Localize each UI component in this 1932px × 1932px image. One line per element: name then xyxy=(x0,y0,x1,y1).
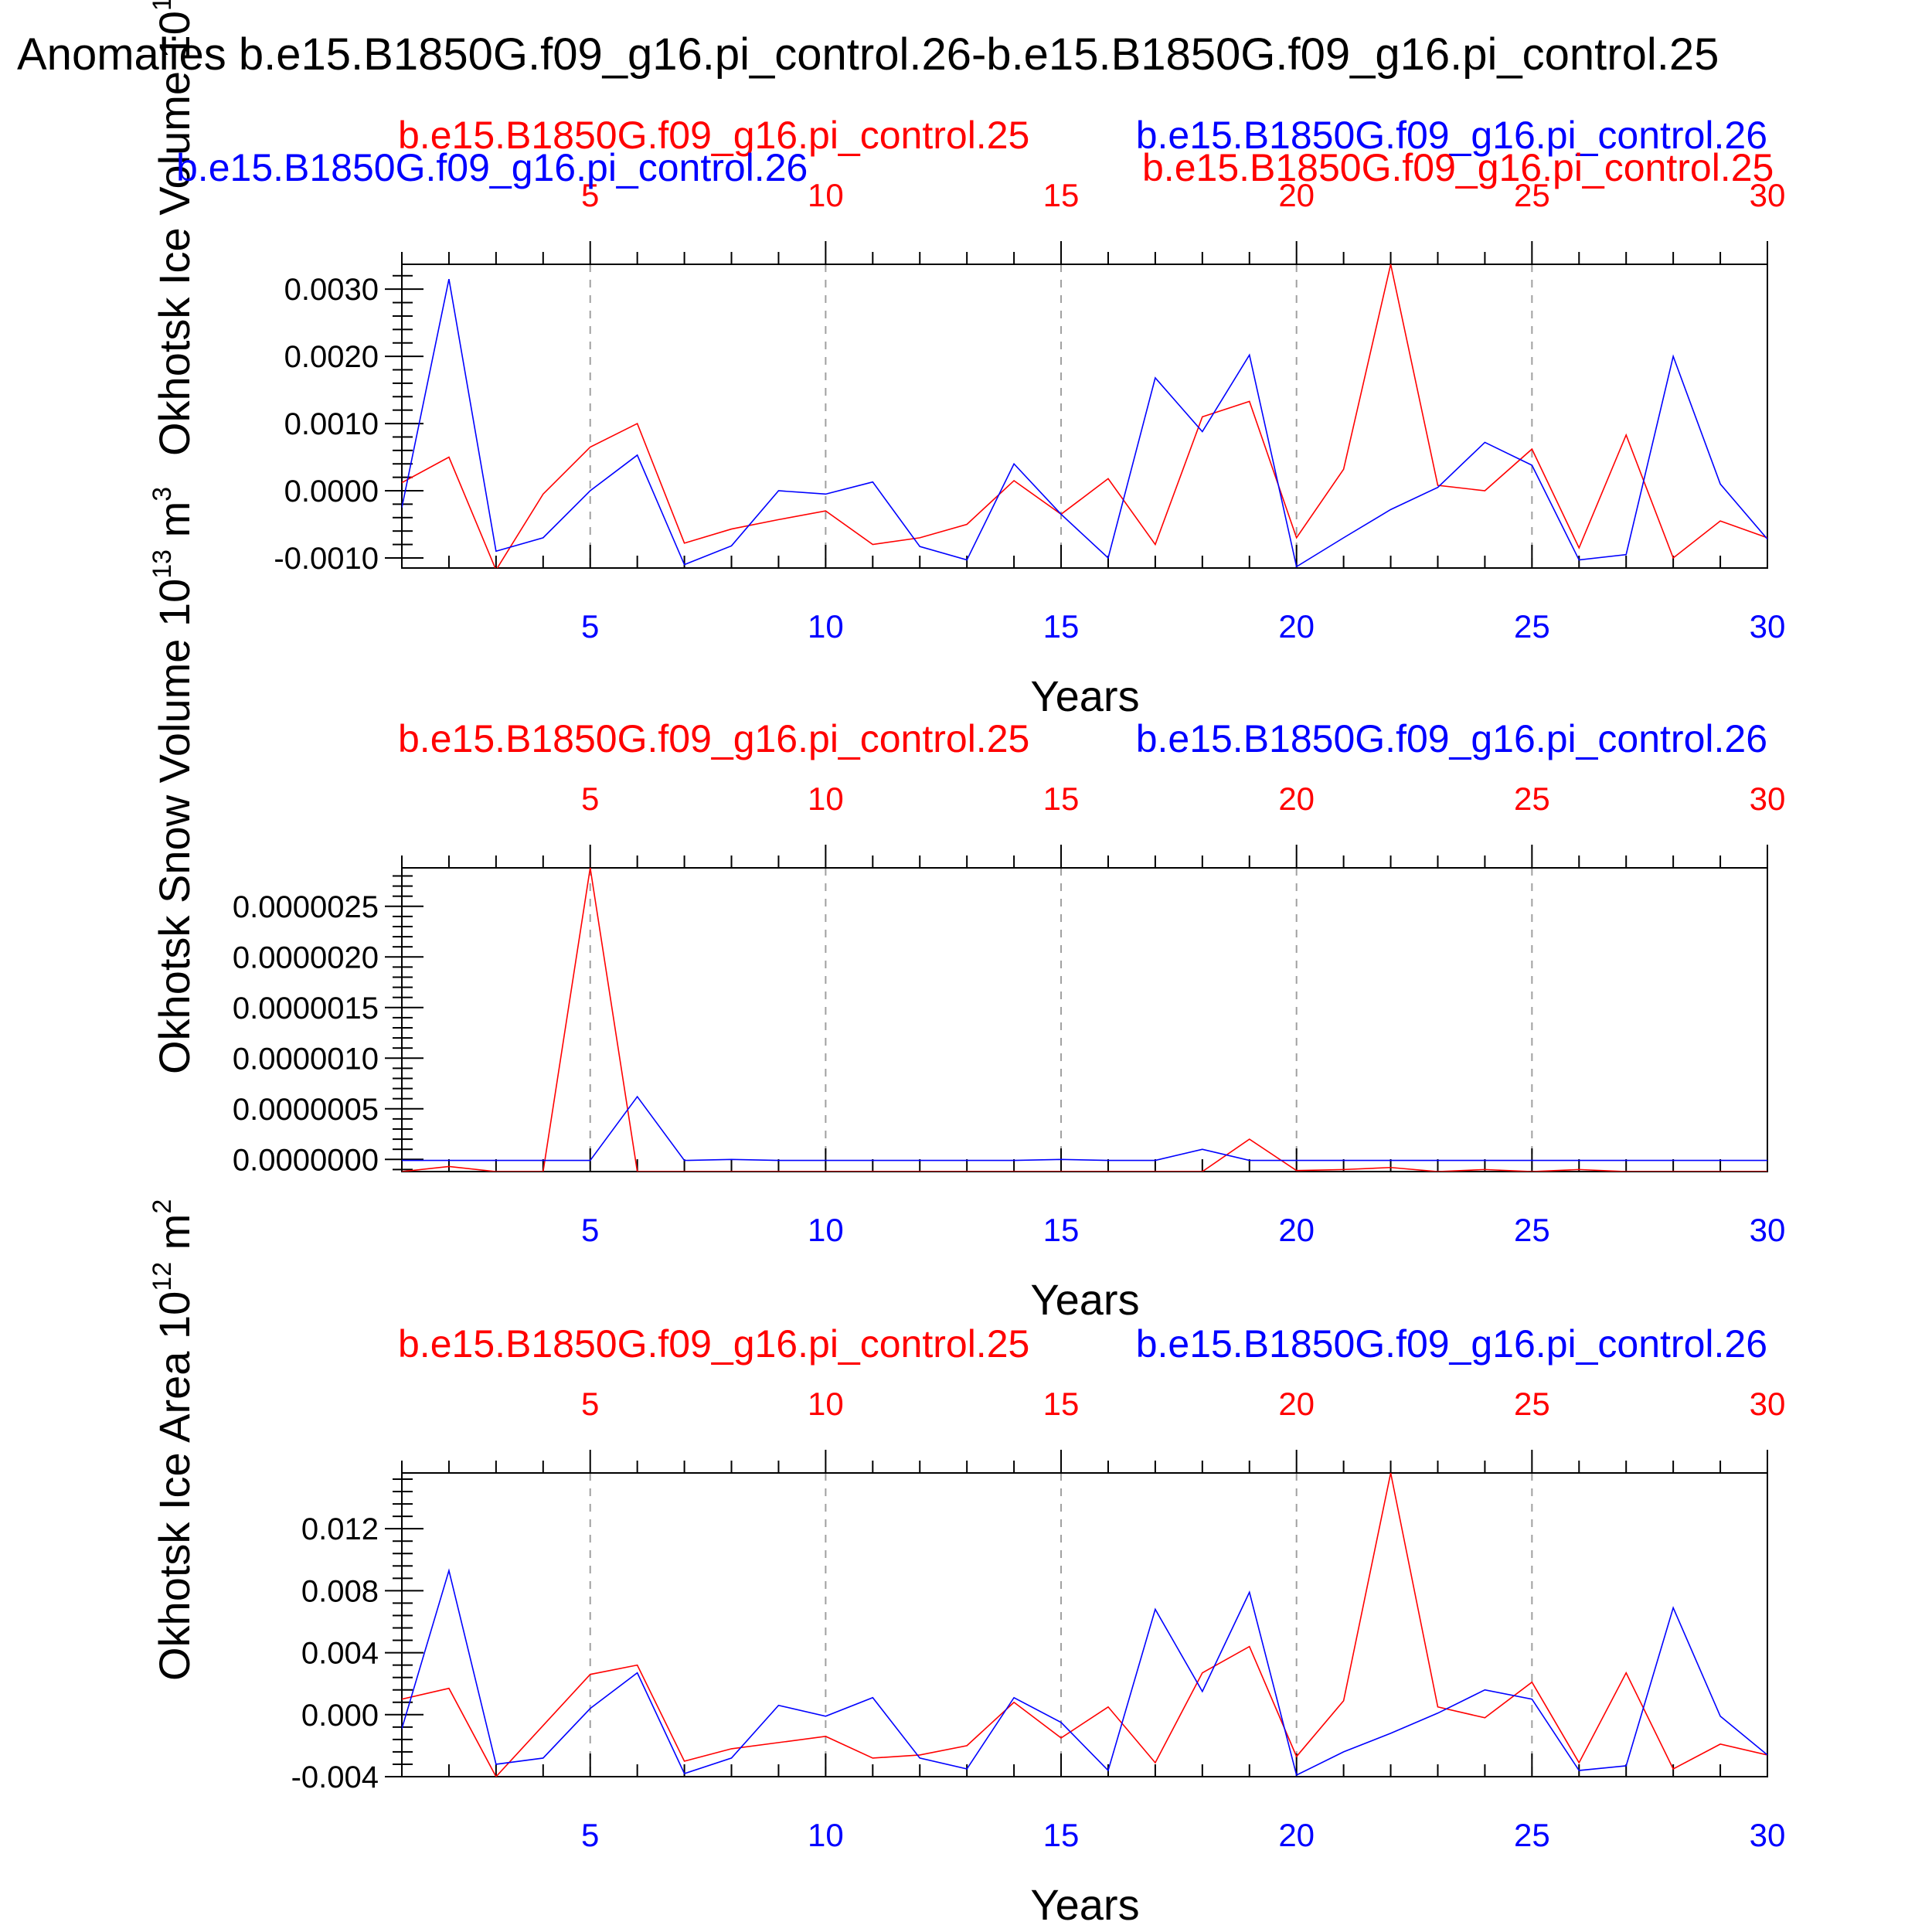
x-tick-label-bottom: 20 xyxy=(1278,1212,1315,1248)
legend-run26-extra: b.e15.B1850G.f09_g16.pi_control.26 xyxy=(176,146,808,189)
x-tick-label-bottom: 15 xyxy=(1043,1212,1080,1248)
x-tick-label-bottom: 15 xyxy=(1043,1817,1080,1853)
x-tick-label-bottom: 15 xyxy=(1043,608,1080,645)
x-tick-label-top: 10 xyxy=(808,781,844,817)
y-tick-label: 0.0000010 xyxy=(233,1042,379,1076)
plot-frame xyxy=(401,264,1768,569)
plot-frame xyxy=(401,867,1768,1172)
legend-run25-extra: b.e15.B1850G.f09_g16.pi_control.25 xyxy=(1142,146,1774,189)
x-tick-label-top: 5 xyxy=(581,781,599,817)
x-tick-label-top: 20 xyxy=(1278,1386,1315,1422)
y-tick-label: 0.0000025 xyxy=(233,890,379,924)
y-tick-label: 0.008 xyxy=(301,1574,379,1608)
legend-run26: b.e15.B1850G.f09_g16.pi_control.26 xyxy=(1136,1322,1767,1366)
legend-run25: b.e15.B1850G.f09_g16.pi_control.25 xyxy=(398,717,1029,760)
x-tick-label-top: 10 xyxy=(808,1386,844,1422)
y-tick-label: 0.0000015 xyxy=(233,992,379,1026)
y-tick-label: 0.0020 xyxy=(284,340,379,374)
y-axis-label: Okhotsk Snow Volume 1013 m3 xyxy=(148,487,199,1074)
y-tick-label: 0.0000005 xyxy=(233,1093,379,1127)
x-tick-label-bottom: 10 xyxy=(808,1212,844,1248)
y-tick-label: 0.000 xyxy=(301,1699,379,1733)
series-line-run25 xyxy=(402,1472,1767,1777)
x-axis-label: Years xyxy=(1030,1880,1139,1929)
panel-1: -0.0010 0.0000 0.0010 0.0020 0.0030 5 5 10 10 15 1… xyxy=(148,0,1785,720)
x-tick-label-bottom: 30 xyxy=(1750,1212,1786,1248)
series-line-run26 xyxy=(402,1568,1767,1777)
x-tick-label-top: 20 xyxy=(1278,177,1315,213)
panel-3: -0.004 0.000 0.004 0.008 0.012 5 5 10 10 15 15 20 20… xyxy=(148,1199,1785,1929)
x-tick-label-bottom: 5 xyxy=(581,608,599,645)
series-line-run25 xyxy=(402,867,1767,1172)
y-axis-label: Okhotsk Ice Volume 1013 m3 xyxy=(148,0,199,456)
legend-run25: b.e15.B1850G.f09_g16.pi_control.25 xyxy=(398,1322,1029,1366)
series-line-run26 xyxy=(402,1095,1767,1162)
x-tick-label-top: 30 xyxy=(1750,1386,1786,1422)
y-tick-label: 0.004 xyxy=(301,1637,379,1671)
legend-run25: b.e15.B1850G.f09_g16.pi_control.25 xyxy=(398,114,1029,157)
x-tick-label-top: 5 xyxy=(581,1386,599,1422)
panel-2: 0.0000000 0.0000005 0.0000010 0.0000015 0.00… xyxy=(148,487,1785,1324)
y-tick-label: 0.0010 xyxy=(284,407,379,441)
figure-title: Anomalies b.e15.B1850G.f09_g16.pi_contro… xyxy=(17,29,1719,80)
x-tick-label-top: 10 xyxy=(808,177,844,213)
x-tick-label-bottom: 20 xyxy=(1278,1817,1315,1853)
x-tick-label-bottom: 30 xyxy=(1750,1817,1786,1853)
series-line-run26 xyxy=(402,278,1767,568)
x-axis-label: Years xyxy=(1030,1275,1139,1324)
y-tick-label: 0.0030 xyxy=(284,273,379,307)
y-axis-label: Okhotsk Ice Area 1012 m2 xyxy=(148,1199,199,1681)
y-tick-label: -0.0010 xyxy=(274,542,379,576)
x-tick-label-bottom: 20 xyxy=(1278,608,1315,645)
y-tick-label: 0.0000020 xyxy=(233,940,379,975)
x-tick-label-top: 20 xyxy=(1278,781,1315,817)
x-tick-label-top: 5 xyxy=(581,177,599,213)
series-line-run25 xyxy=(402,264,1767,568)
x-tick-label-bottom: 10 xyxy=(808,1817,844,1853)
x-tick-label-bottom: 5 xyxy=(581,1817,599,1853)
x-tick-label-top: 25 xyxy=(1514,1386,1550,1422)
x-tick-label-top: 15 xyxy=(1043,177,1080,213)
x-axis-label: Years xyxy=(1030,672,1139,720)
x-tick-label-bottom: 10 xyxy=(808,608,844,645)
y-tick-label: 0.0000 xyxy=(284,474,379,509)
x-tick-label-top: 15 xyxy=(1043,781,1080,817)
x-tick-label-bottom: 25 xyxy=(1514,1212,1550,1248)
x-tick-label-bottom: 25 xyxy=(1514,608,1550,645)
x-tick-label-top: 30 xyxy=(1750,781,1786,817)
legend-run26: b.e15.B1850G.f09_g16.pi_control.26 xyxy=(1136,717,1767,760)
x-tick-label-top: 25 xyxy=(1514,177,1550,213)
y-tick-label: -0.004 xyxy=(291,1760,379,1794)
legend-run26: b.e15.B1850G.f09_g16.pi_control.26 xyxy=(1136,114,1767,157)
x-tick-label-top: 25 xyxy=(1514,781,1550,817)
x-tick-label-top: 15 xyxy=(1043,1386,1080,1422)
y-tick-label: 0.012 xyxy=(301,1512,379,1546)
x-tick-label-bottom: 30 xyxy=(1750,608,1786,645)
x-tick-label-bottom: 25 xyxy=(1514,1817,1550,1853)
plot-frame xyxy=(401,1472,1768,1777)
panels: -0.0010 0.0000 0.0010 0.0020 0.0030 5 5 10 10 15 1… xyxy=(148,0,1785,1929)
x-tick-label-bottom: 5 xyxy=(581,1212,599,1248)
y-tick-label: 0.0000000 xyxy=(233,1143,379,1177)
x-tick-label-top: 30 xyxy=(1750,177,1786,213)
